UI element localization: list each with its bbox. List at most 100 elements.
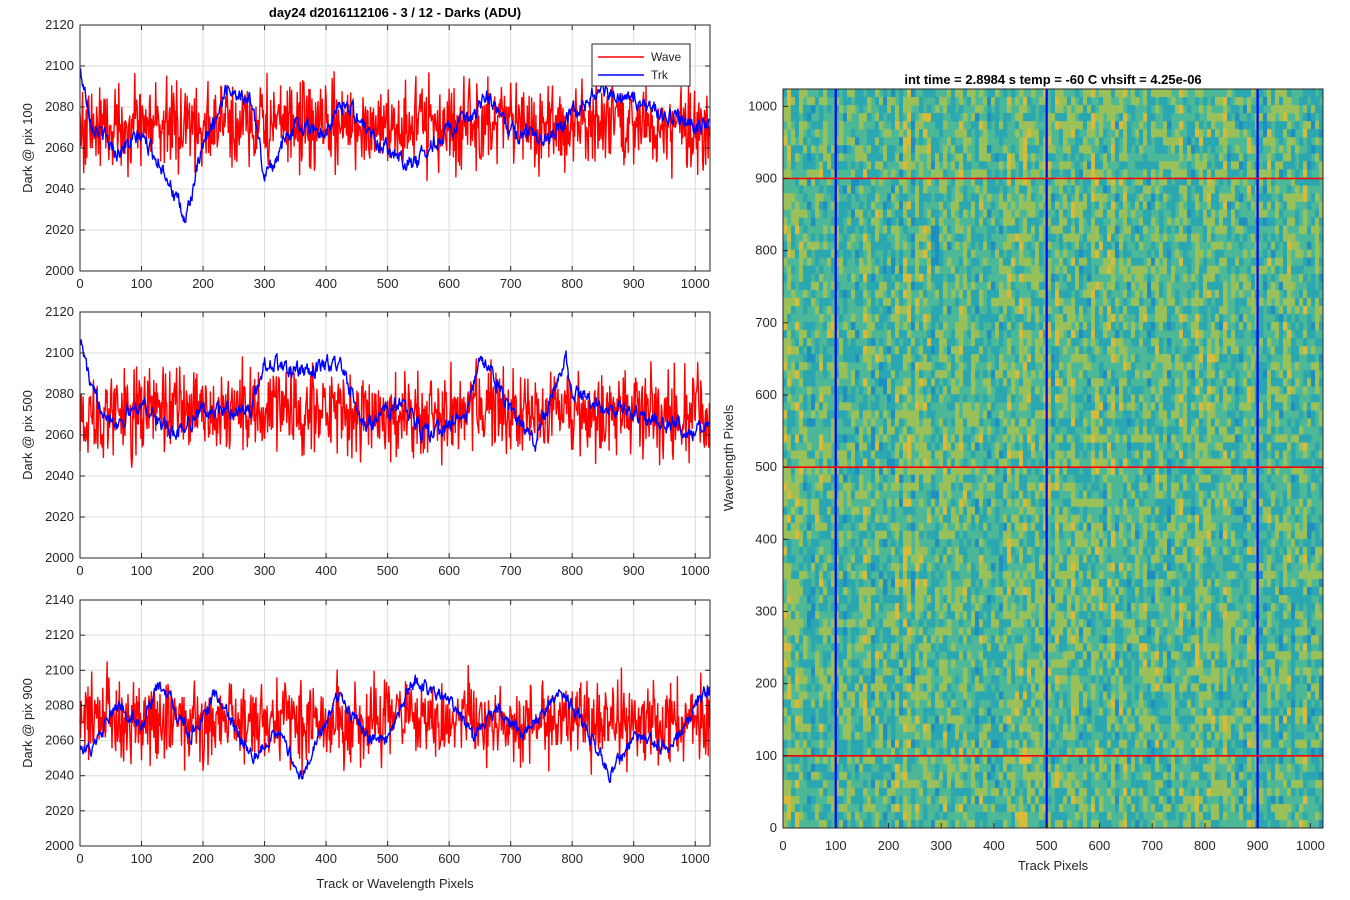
heatmap-cell: [1063, 121, 1068, 130]
heatmap-cell: [1051, 434, 1056, 443]
heatmap-cell: [975, 611, 980, 620]
heatmap-cell: [831, 338, 836, 347]
heatmap-cell: [1047, 490, 1052, 500]
heatmap-cell: [883, 683, 888, 692]
heatmap-cell: [1079, 281, 1084, 291]
heatmap-cell: [939, 715, 944, 724]
heatmap-cell: [955, 803, 960, 813]
heatmap-cell: [1091, 354, 1096, 363]
heatmap-cell: [831, 755, 836, 765]
heatmap-cell: [847, 289, 852, 299]
heatmap-cell: [995, 354, 1000, 363]
heatmap-cell: [839, 715, 844, 724]
heatmap-cell: [951, 145, 956, 154]
heatmap-cell: [1031, 659, 1036, 668]
heatmap-cell: [1067, 225, 1072, 234]
heatmap-cell: [959, 346, 964, 355]
heatmap-cell: [939, 747, 944, 757]
heatmap-cell: [839, 595, 844, 604]
heatmap-cell: [903, 145, 908, 154]
heatmap-cell: [899, 362, 904, 371]
heatmap-cell: [871, 209, 876, 218]
heatmap-cell: [1019, 201, 1024, 210]
heatmap-cell: [1027, 482, 1032, 492]
heatmap-cell: [787, 570, 792, 580]
heatmap-cell: [883, 619, 888, 628]
heatmap-cell: [1079, 241, 1084, 251]
heatmap-cell: [1103, 129, 1108, 138]
heatmap-cell: [979, 731, 984, 741]
heatmap-cell: [851, 691, 856, 700]
heatmap-cell: [979, 635, 984, 644]
heatmap-cell: [859, 177, 864, 186]
heatmap-cell: [1027, 297, 1032, 307]
heatmap-cell: [967, 587, 972, 596]
heatmap-cell: [891, 289, 896, 299]
heatmap-cell: [911, 249, 916, 259]
heatmap-cell: [915, 426, 920, 435]
heatmap-cell: [971, 321, 976, 331]
x-tick-label: 300: [254, 276, 276, 291]
heatmap-cell: [999, 587, 1004, 596]
heatmap-cell: [827, 161, 832, 170]
heatmap-cell: [823, 442, 828, 451]
heatmap-cell: [819, 113, 824, 122]
heatmap-cell: [803, 643, 808, 652]
heatmap-cell: [987, 305, 992, 315]
heatmap-cell: [891, 546, 896, 556]
heatmap-cell: [883, 627, 888, 636]
heatmap-cell: [807, 803, 812, 813]
heatmap-cell: [1067, 458, 1072, 467]
heatmap-cell: [1075, 346, 1080, 355]
heatmap-cell: [923, 683, 928, 692]
heatmap-cell: [911, 482, 916, 492]
heatmap-cell: [1051, 627, 1056, 636]
heatmap-cell: [895, 659, 900, 668]
x-tick-label: 500: [377, 276, 399, 291]
heatmap-cell: [831, 410, 836, 419]
heatmap-cell: [1027, 595, 1032, 604]
heatmap-cell: [1095, 442, 1100, 451]
heatmap-cell: [1031, 442, 1036, 451]
heatmap-cell: [899, 177, 904, 186]
heatmap-cell: [1059, 715, 1064, 724]
heatmap-cell: [987, 386, 992, 395]
heatmap-cell: [1083, 249, 1088, 259]
heatmap-cell: [1075, 233, 1080, 243]
heatmap-cell: [1091, 466, 1096, 475]
heatmap-cell: [863, 273, 868, 283]
heatmap-cell: [847, 707, 852, 716]
heatmap-cell: [919, 570, 924, 580]
heatmap-cell: [971, 257, 976, 267]
heatmap-cell: [875, 554, 880, 564]
heatmap-cell: [1051, 763, 1056, 773]
heatmap-cell: [863, 779, 868, 789]
heatmap-cell: [939, 699, 944, 708]
heatmap-cell: [987, 739, 992, 749]
heatmap-cell: [1019, 819, 1024, 829]
heatmap-cell: [839, 530, 844, 540]
heatmap-cell: [919, 321, 924, 331]
heatmap-cell: [847, 329, 852, 339]
heatmap-cell: [1055, 474, 1060, 483]
heatmap-cell: [1007, 554, 1012, 564]
heatmap-cell: [919, 113, 924, 122]
heatmap-cell: [839, 329, 844, 339]
heatmap-cell: [807, 779, 812, 789]
heatmap-cell: [851, 346, 856, 355]
heatmap-cell: [907, 659, 912, 668]
heatmap-cell: [835, 683, 840, 692]
heatmap-cell: [971, 659, 976, 668]
heatmap-cell: [1051, 105, 1056, 114]
heatmap-cell: [943, 281, 948, 291]
heatmap-cell: [1007, 241, 1012, 251]
heatmap-cell: [843, 394, 848, 403]
heatmap-cell: [787, 627, 792, 636]
heatmap-cell: [911, 819, 916, 829]
heatmap-cell: [899, 811, 904, 821]
heatmap-cell: [899, 434, 904, 443]
heatmap-cell: [947, 627, 952, 636]
heatmap-cell: [1067, 105, 1072, 114]
heatmap-cell: [847, 450, 852, 459]
heatmap-cell: [863, 675, 868, 684]
